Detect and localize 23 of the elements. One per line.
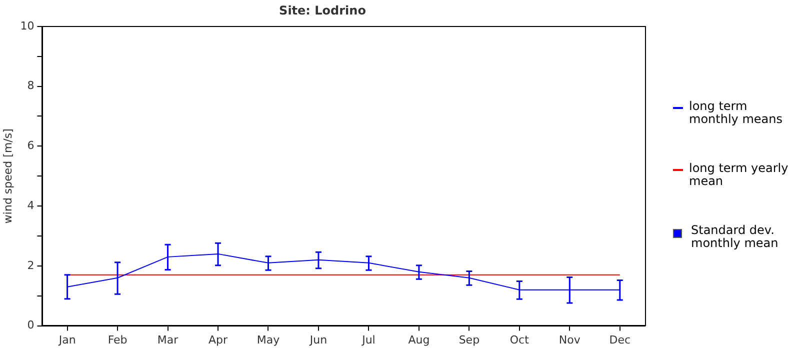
legend-label: long term yearly mean xyxy=(689,161,790,188)
x-tick-label: Sep xyxy=(458,333,480,346)
x-tick-label: Oct xyxy=(510,333,530,346)
y-tick-label: 0 xyxy=(27,318,34,332)
x-tick-label: Aug xyxy=(408,333,430,346)
x-tick-label: May xyxy=(256,333,280,346)
x-tick-label: Feb xyxy=(108,333,128,346)
x-tick-label: Apr xyxy=(208,333,228,346)
y-tick-label: 4 xyxy=(27,198,34,212)
x-tick-label: Jun xyxy=(308,333,328,346)
x-tick-label: Mar xyxy=(157,333,179,346)
text: Standard dev. monthly mean xyxy=(691,223,780,250)
x-tick-label: Nov xyxy=(558,333,581,346)
chart-title: Site: Lodrino xyxy=(279,3,366,18)
x-tick-label: Jan xyxy=(58,333,76,346)
x-tick-label: Dec xyxy=(609,333,631,346)
y-axis-title: wind speed [m/s] xyxy=(1,128,14,224)
y-tick-label: 10 xyxy=(20,19,34,32)
y-tick-label: 8 xyxy=(27,79,34,92)
x-tick-label: Jul xyxy=(361,333,376,346)
y-tick-label: 6 xyxy=(27,139,34,152)
y-tick-label: 2 xyxy=(27,258,34,272)
legend-label: long term monthly means xyxy=(689,99,784,126)
